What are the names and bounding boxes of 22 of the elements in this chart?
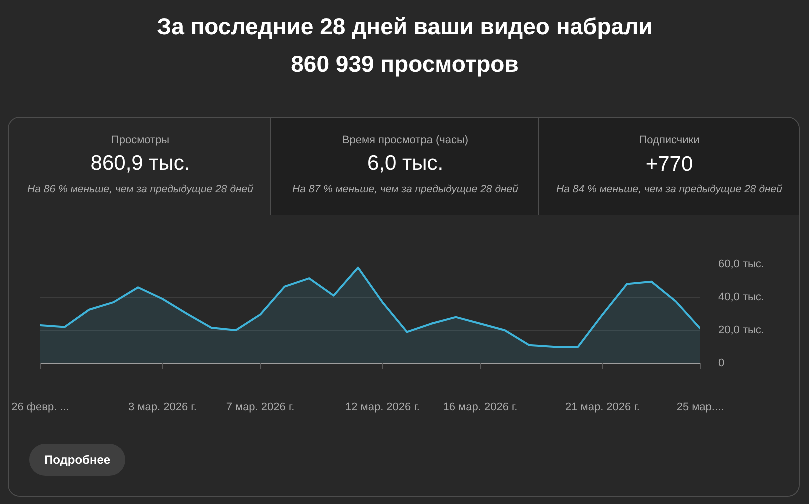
x-tick-label: 3 мар. 2026 г. <box>128 402 197 414</box>
x-tick-label: 26 февр. ... <box>12 402 70 414</box>
text: Подробнее <box>44 453 111 467</box>
x-tick-label: 25 мар.... <box>676 402 724 414</box>
x-tick-label: 16 мар. 2026 г. <box>443 402 518 414</box>
x-tick-label: 21 мар. 2026 г. <box>565 402 640 414</box>
text: На 87 % меньше, чем за предыдущие 28 дней <box>292 184 519 196</box>
chart-title: За последние 28 дней ваши видео набрали 860 939 просмотров <box>157 14 653 78</box>
text: На 86 % меньше, чем за предыдущие 28 дней <box>28 184 254 196</box>
x-tick-label: 7 мар. 2026 г. <box>226 402 295 414</box>
text: 6,0 тыс. <box>367 152 444 175</box>
text: 860,9 тыс. <box>90 152 190 175</box>
y-tick-label: 20,0 тыс. <box>718 324 764 336</box>
text: Просмотры <box>111 134 170 146</box>
y-tick-label: 60,0 тыс. <box>718 258 764 270</box>
y-tick-label: 0 <box>718 358 725 370</box>
text: На 84 % меньше, чем за предыдущие 28 дней <box>556 184 783 196</box>
y-tick-label: 40,0 тыс. <box>718 292 764 304</box>
text: Подписчики <box>639 134 700 146</box>
x-tick-label: 12 мар. 2026 г. <box>345 402 420 414</box>
text: Время просмотра (часы) <box>342 134 469 146</box>
text: +770 <box>646 153 694 176</box>
